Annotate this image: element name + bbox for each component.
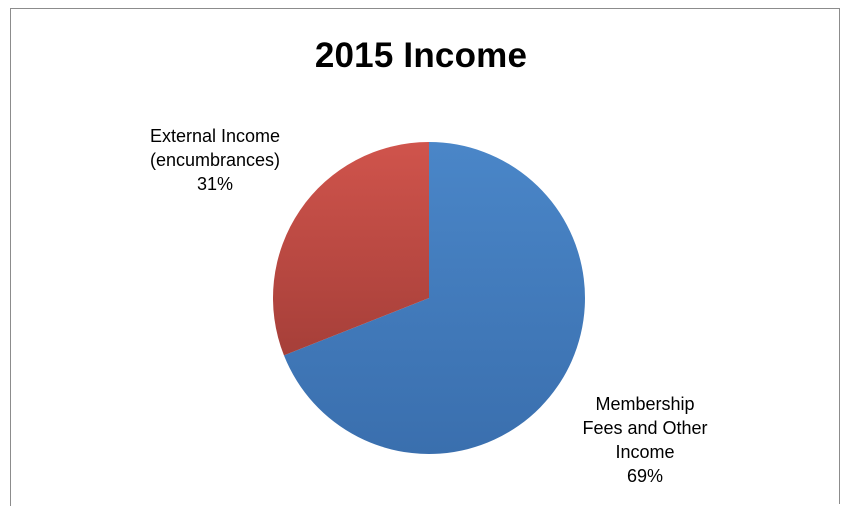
slice-label-line: Membership [595,394,695,414]
chart-title: 2015 Income [314,36,528,75]
pie-slice-external-income [272,142,429,356]
frame-tick [10,495,11,506]
slice-label-line: External Income [149,126,281,146]
slice-label-line: Income [615,442,675,462]
slice-label-line: (encumbrances) [149,150,281,170]
slice-label-line: Fees and Other [582,418,708,438]
slice-value-label: 31% [196,174,234,194]
slice-value-label: 69% [626,466,664,486]
slice-label-membership-fees: Membership Fees and Other Income 69% [560,392,730,488]
pie-slice-membership-fees [283,142,585,454]
slice-label-external-income: External Income (encumbrances) 31% [130,124,300,196]
